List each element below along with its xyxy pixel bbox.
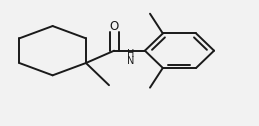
- Text: N: N: [127, 56, 134, 66]
- Text: H: H: [127, 49, 134, 59]
- Text: O: O: [110, 20, 119, 33]
